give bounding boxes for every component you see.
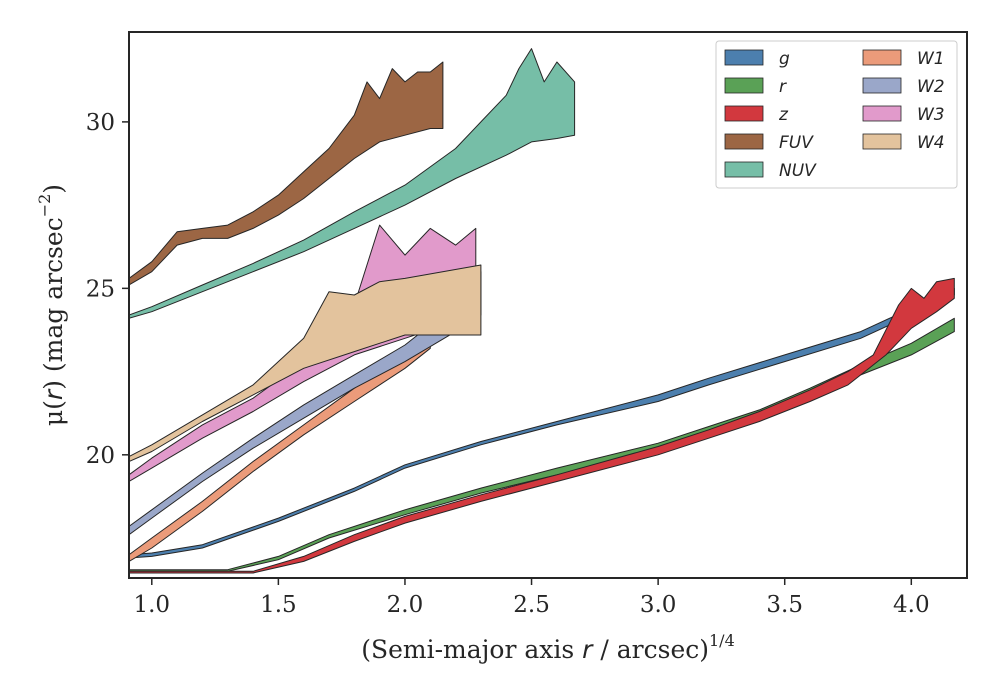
y-ticks: 20 25 30 xyxy=(86,110,129,469)
x-tick-label: 1.5 xyxy=(260,592,297,618)
series-band-fuv xyxy=(129,61,444,286)
y-tick-label: 20 xyxy=(86,443,115,469)
x-tick-label: 1.0 xyxy=(133,592,170,618)
legend-label-nuv: NUV xyxy=(779,161,817,181)
x-axis-title-prefix: (Semi-major axis xyxy=(361,635,582,664)
legend-swatch-nuv xyxy=(724,161,764,178)
legend-label-w3: W3 xyxy=(917,105,945,125)
series-band-r xyxy=(129,317,955,572)
x-axis-title-exponent: 1/4 xyxy=(709,631,735,650)
x-tick-label: 3.5 xyxy=(766,592,803,618)
y-tick-label: 30 xyxy=(86,110,115,136)
legend: grz FUV NUV W1 W2 W3 W4 xyxy=(715,40,958,189)
x-tick-label: 3.0 xyxy=(640,592,677,618)
series-band-z xyxy=(129,277,955,574)
x-tick-label: 2.5 xyxy=(513,592,550,618)
y-axis-title: μ(r) (mag arcsec−2) xyxy=(35,184,68,426)
y-tick-label: 25 xyxy=(86,276,115,302)
x-tick-label: 4.0 xyxy=(893,592,930,618)
series-layer xyxy=(129,48,955,574)
y-axis-title-exponent: −2 xyxy=(35,194,54,218)
legend-label-z: z xyxy=(778,105,789,125)
x-ticks: 1.0 1.5 2.0 2.5 3.0 3.5 4.0 xyxy=(133,578,930,618)
series-band-nuv xyxy=(129,48,576,319)
legend-swatch-w2 xyxy=(862,77,902,94)
legend-swatch-r xyxy=(724,77,764,94)
legend-label-r: r xyxy=(779,77,787,97)
legend-label-fuv: FUV xyxy=(779,133,814,153)
y-axis-title-prefix: μ( xyxy=(39,400,68,426)
legend-label-w1: W1 xyxy=(917,49,945,69)
x-axis-title-var: r xyxy=(582,635,594,664)
legend-label-w4: W4 xyxy=(917,133,945,153)
series-band-w4 xyxy=(129,264,482,462)
legend-swatch-w1 xyxy=(862,49,902,66)
legend-swatch-w4 xyxy=(862,133,902,150)
y-axis-title-suffix: ) (mag arcsec xyxy=(39,217,68,390)
legend-swatch-w3 xyxy=(862,105,902,122)
plot-frame xyxy=(128,31,968,579)
y-axis-title-var: r xyxy=(39,388,68,400)
x-tick-label: 2.0 xyxy=(387,592,424,618)
legend-swatch-z xyxy=(724,105,764,122)
legend-label-g: g xyxy=(779,49,790,69)
legend-swatch-fuv xyxy=(724,133,764,150)
y-axis-title-close: ) xyxy=(39,184,68,194)
legend-label-w2: W2 xyxy=(917,77,945,97)
legend-swatch-g xyxy=(724,49,764,66)
x-axis-title-suffix: / arcsec) xyxy=(592,635,709,664)
x-axis-title: (Semi-major axis r / arcsec)1/4 xyxy=(361,631,735,664)
